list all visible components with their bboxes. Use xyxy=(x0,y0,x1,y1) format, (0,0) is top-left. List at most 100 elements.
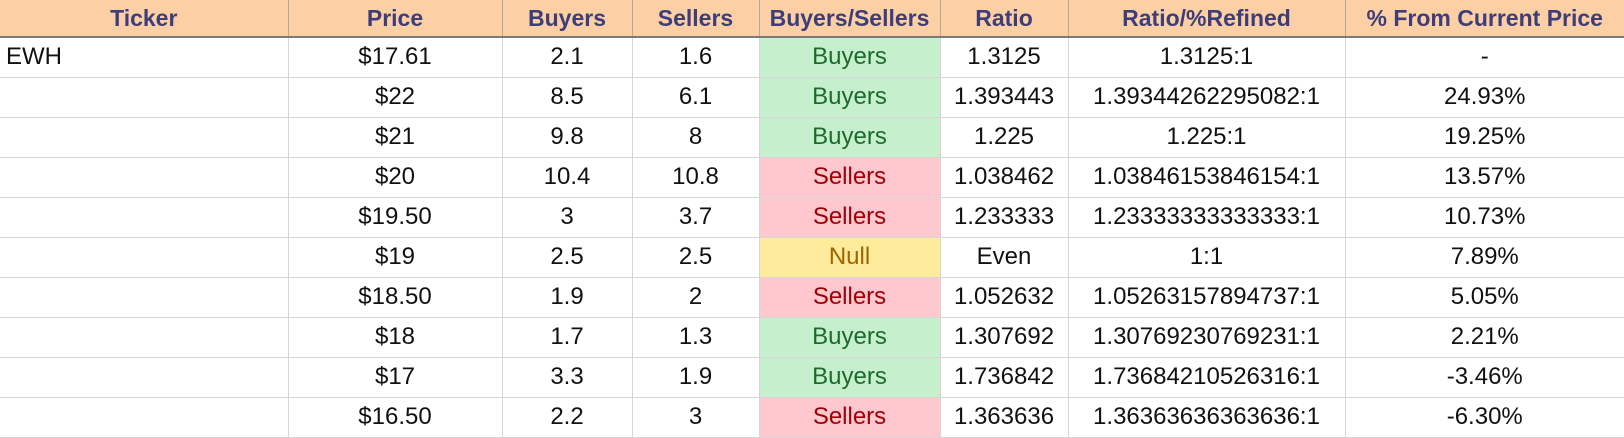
cell-ticker[interactable] xyxy=(0,317,289,358)
cell-pct-from-current[interactable]: 2.21% xyxy=(1345,317,1624,358)
cell-buyers[interactable]: 2.1 xyxy=(502,37,633,78)
cell-pct-from-current[interactable]: 7.89% xyxy=(1345,237,1624,278)
table-row: $18.50 1.9 2 Sellers 1.052632 1.0526315789473… xyxy=(0,277,1624,318)
header-ticker[interactable]: Ticker xyxy=(0,0,289,38)
cell-price[interactable]: $20 xyxy=(288,157,503,198)
cell-sellers[interactable]: 1.6 xyxy=(632,37,760,78)
header-buyers[interactable]: Buyers xyxy=(502,0,633,38)
header-buyers-sellers[interactable]: Buyers/Sellers xyxy=(759,0,941,38)
cell-buyers-sellers[interactable]: Sellers xyxy=(759,197,941,238)
table-row: $22 8.5 6.1 Buyers 1.393443 1.39344262295082:… xyxy=(0,77,1624,118)
cell-buyers-sellers[interactable]: Buyers xyxy=(759,357,941,398)
cell-sellers[interactable]: 1.3 xyxy=(632,317,760,358)
cell-price[interactable]: $16.50 xyxy=(288,397,503,438)
cell-buyers[interactable]: 2.5 xyxy=(502,237,633,278)
cell-buyers[interactable]: 8.5 xyxy=(502,77,633,118)
cell-ticker[interactable] xyxy=(0,357,289,398)
cell-buyers[interactable]: 1.9 xyxy=(502,277,633,318)
cell-ticker[interactable] xyxy=(0,157,289,198)
cell-pct-from-current[interactable]: 10.73% xyxy=(1345,197,1624,238)
cell-buyers-sellers[interactable]: Buyers xyxy=(759,117,941,158)
cell-price[interactable]: $17.61 xyxy=(288,37,503,78)
cell-pct-from-current[interactable]: 24.93% xyxy=(1345,77,1624,118)
cell-ratio-refined[interactable]: 1.39344262295082:1 xyxy=(1068,77,1346,118)
cell-buyers-sellers[interactable]: Buyers xyxy=(759,317,941,358)
table-row: EWH $17.61 2.1 1.6 Buyers 1.3125 1.3125:1- xyxy=(0,37,1624,78)
cell-ratio-refined[interactable]: 1.3125:1 xyxy=(1068,37,1346,78)
cell-buyers-sellers[interactable]: Null xyxy=(759,237,941,278)
cell-price[interactable]: $22 xyxy=(288,77,503,118)
header-price[interactable]: Price xyxy=(288,0,503,38)
cell-ratio[interactable]: 1.038462 xyxy=(940,157,1069,198)
cell-ticker[interactable] xyxy=(0,197,289,238)
cell-sellers[interactable]: 6.1 xyxy=(632,77,760,118)
cell-pct-from-current[interactable]: 13.57% xyxy=(1345,157,1624,198)
cell-buyers[interactable]: 2.2 xyxy=(502,397,633,438)
cell-pct-from-current[interactable]: 5.05% xyxy=(1345,277,1624,318)
cell-ticker[interactable] xyxy=(0,397,289,438)
cell-price[interactable]: $18 xyxy=(288,317,503,358)
cell-price[interactable]: $21 xyxy=(288,117,503,158)
table-row: $21 9.8 8 Buyers 1.225 1.225:1 19.25% xyxy=(0,117,1624,158)
cell-sellers[interactable]: 2 xyxy=(632,277,760,318)
cell-pct-from-current[interactable]: -3.46% xyxy=(1345,357,1624,398)
cell-sellers[interactable]: 1.9 xyxy=(632,357,760,398)
cell-buyers[interactable]: 1.7 xyxy=(502,317,633,358)
table-row: $17 3.3 1.9 Buyers 1.736842 1.73684210526316:… xyxy=(0,357,1624,398)
cell-buyers-sellers[interactable]: Sellers xyxy=(759,277,941,318)
cell-price[interactable]: $19.50 xyxy=(288,197,503,238)
cell-buyers-sellers[interactable]: Sellers xyxy=(759,157,941,198)
cell-ratio[interactable]: 1.225 xyxy=(940,117,1069,158)
cell-ratio-refined[interactable]: 1.23333333333333:1 xyxy=(1068,197,1346,238)
cell-sellers[interactable]: 10.8 xyxy=(632,157,760,198)
header-row: Ticker Price Buyers Sellers Buyers/Selle… xyxy=(0,0,1624,38)
table-body: EWH $17.61 2.1 1.6 Buyers 1.3125 1.3125:1- $22 8… xyxy=(0,37,1624,438)
cell-ratio[interactable]: 1.736842 xyxy=(940,357,1069,398)
cell-buyers[interactable]: 9.8 xyxy=(502,117,633,158)
cell-ratio-refined[interactable]: 1:1 xyxy=(1068,237,1346,278)
cell-ratio[interactable]: 1.233333 xyxy=(940,197,1069,238)
table-row: $19.50 3 3.7 Sellers 1.233333 1.2333333333333… xyxy=(0,197,1624,238)
header-sellers[interactable]: Sellers xyxy=(632,0,760,38)
cell-ratio[interactable]: 1.307692 xyxy=(940,317,1069,358)
cell-ratio-refined[interactable]: 1.225:1 xyxy=(1068,117,1346,158)
cell-ticker[interactable] xyxy=(0,277,289,318)
cell-sellers[interactable]: 3.7 xyxy=(632,197,760,238)
cell-price[interactable]: $17 xyxy=(288,357,503,398)
cell-pct-from-current[interactable]: - xyxy=(1345,37,1624,78)
table-row: $18 1.7 1.3 Buyers 1.307692 1.30769230769231:… xyxy=(0,317,1624,358)
cell-ticker[interactable] xyxy=(0,117,289,158)
cell-ratio-refined[interactable]: 1.05263157894737:1 xyxy=(1068,277,1346,318)
cell-buyers-sellers[interactable]: Sellers xyxy=(759,397,941,438)
cell-ratio-refined[interactable]: 1.30769230769231:1 xyxy=(1068,317,1346,358)
cell-price[interactable]: $19 xyxy=(288,237,503,278)
header-ratio[interactable]: Ratio xyxy=(940,0,1069,38)
cell-buyers[interactable]: 10.4 xyxy=(502,157,633,198)
cell-ticker[interactable] xyxy=(0,237,289,278)
cell-ratio[interactable]: 1.363636 xyxy=(940,397,1069,438)
cell-ticker[interactable] xyxy=(0,77,289,118)
cell-buyers-sellers[interactable]: Buyers xyxy=(759,77,941,118)
cell-price[interactable]: $18.50 xyxy=(288,277,503,318)
cell-ratio[interactable]: 1.3125 xyxy=(940,37,1069,78)
cell-ratio[interactable]: 1.052632 xyxy=(940,277,1069,318)
header-pct-from-current[interactable]: % From Current Price xyxy=(1345,0,1624,38)
cell-pct-from-current[interactable]: -6.30% xyxy=(1345,397,1624,438)
cell-sellers[interactable]: 3 xyxy=(632,397,760,438)
cell-ratio[interactable]: Even xyxy=(940,237,1069,278)
header-ratio-refined[interactable]: Ratio/%Refined xyxy=(1068,0,1346,38)
cell-sellers[interactable]: 8 xyxy=(632,117,760,158)
cell-buyers[interactable]: 3.3 xyxy=(502,357,633,398)
cell-ratio-refined[interactable]: 1.36363636363636:1 xyxy=(1068,397,1346,438)
cell-ticker[interactable]: EWH xyxy=(0,37,289,78)
cell-ratio-refined[interactable]: 1.03846153846154:1 xyxy=(1068,157,1346,198)
table-row: $16.50 2.2 3 Sellers 1.363636 1.3636363636363… xyxy=(0,397,1624,438)
cell-ratio[interactable]: 1.393443 xyxy=(940,77,1069,118)
table-row: $20 10.4 10.8 Sellers 1.038462 1.038461538461… xyxy=(0,157,1624,198)
cell-ratio-refined[interactable]: 1.73684210526316:1 xyxy=(1068,357,1346,398)
cell-buyers-sellers[interactable]: Buyers xyxy=(759,37,941,78)
cell-pct-from-current[interactable]: 19.25% xyxy=(1345,117,1624,158)
cell-sellers[interactable]: 2.5 xyxy=(632,237,760,278)
cell-buyers[interactable]: 3 xyxy=(502,197,633,238)
